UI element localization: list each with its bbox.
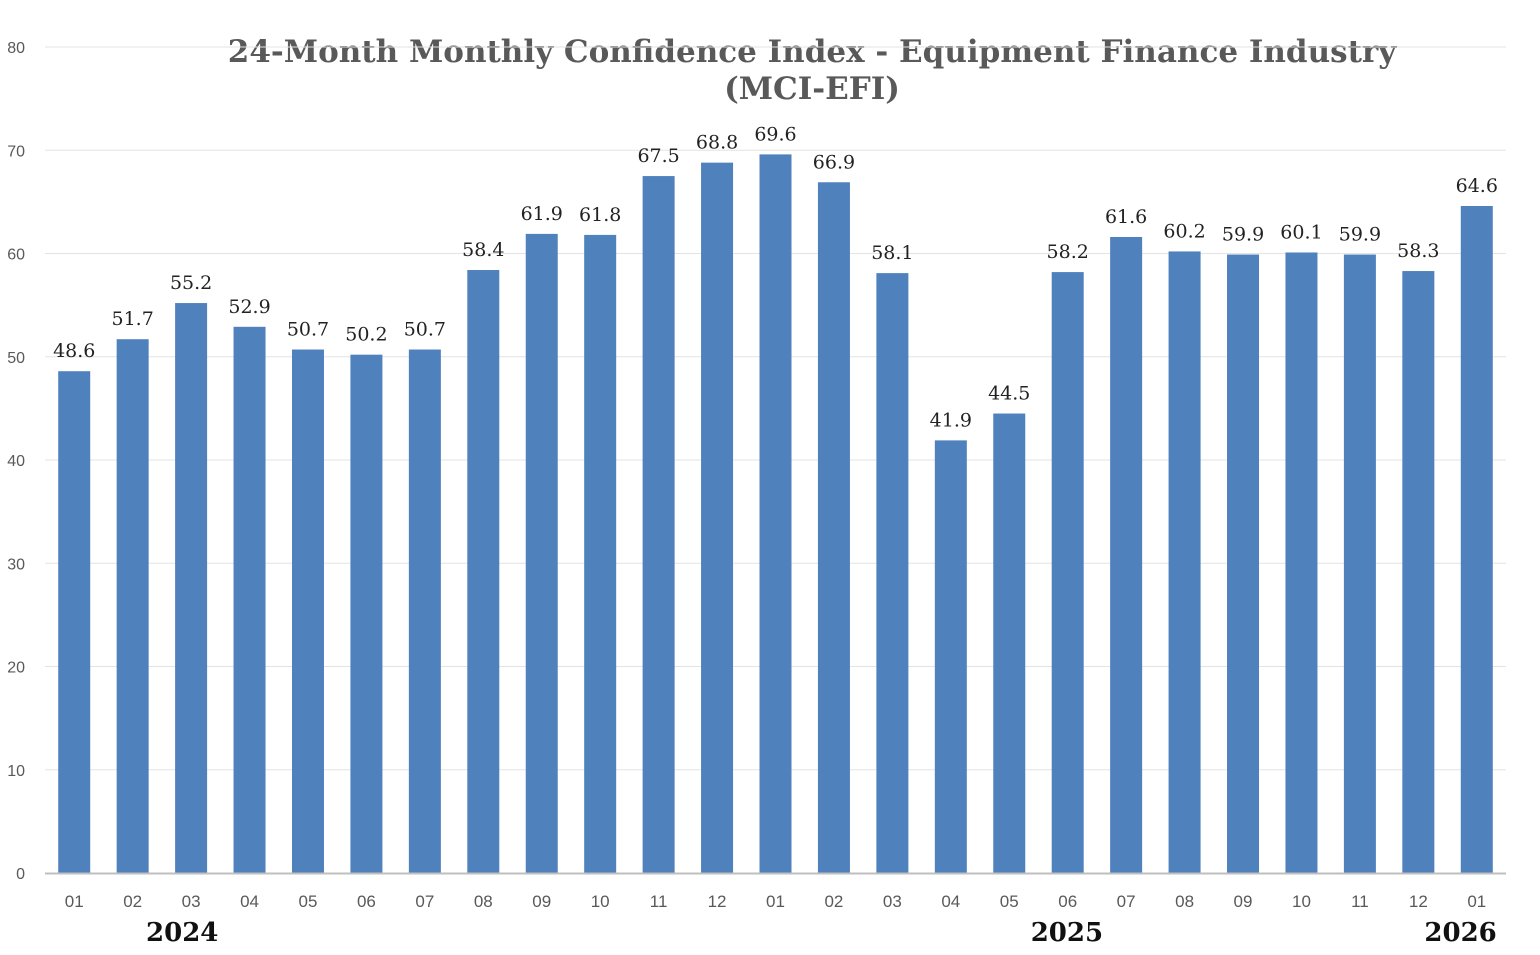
bar bbox=[642, 176, 675, 873]
x-tick-label: 03 bbox=[883, 892, 902, 911]
data-label: 58.4 bbox=[462, 239, 504, 261]
x-tick-label: 03 bbox=[182, 892, 201, 911]
x-tick-label: 11 bbox=[650, 892, 668, 911]
x-tick-label: 05 bbox=[299, 892, 318, 911]
x-tick-label: 02 bbox=[824, 892, 843, 911]
bar bbox=[58, 371, 91, 873]
data-label: 58.2 bbox=[1047, 241, 1089, 263]
data-label: 50.7 bbox=[287, 319, 329, 341]
bar bbox=[876, 273, 909, 873]
year-labels: 2024 2025 2026 bbox=[146, 918, 1497, 948]
data-labels: 48.6 51.7 55.2 52.9 50.7 50.2 50.7 58.4 61.9 61.8… bbox=[53, 123, 1498, 431]
x-tick-label: 12 bbox=[1409, 892, 1428, 911]
x-tick-label: 02 bbox=[123, 892, 142, 911]
year-label: 2024 bbox=[146, 918, 218, 948]
x-tick-label: 01 bbox=[1467, 892, 1486, 911]
y-axis-ticks: 0 10 20 30 40 50 60 70 80 bbox=[7, 40, 25, 883]
data-label: 59.9 bbox=[1222, 224, 1264, 246]
bars bbox=[58, 154, 1493, 874]
y-tick-label: 20 bbox=[7, 660, 25, 677]
x-axis-ticks: 01 02 03 04 05 06 07 08 09 10 11 12 01 02 03 04 05 06 07 08… bbox=[65, 892, 1486, 911]
x-tick-label: 04 bbox=[240, 892, 259, 911]
bar bbox=[1402, 271, 1435, 873]
bar bbox=[116, 339, 149, 873]
data-label: 68.8 bbox=[696, 132, 738, 154]
data-label: 67.5 bbox=[637, 145, 679, 167]
year-label: 2025 bbox=[1031, 918, 1103, 948]
y-tick-label: 0 bbox=[16, 866, 25, 883]
y-tick-label: 60 bbox=[7, 247, 25, 264]
data-label: 60.2 bbox=[1163, 220, 1205, 242]
bar bbox=[291, 349, 324, 874]
data-label: 41.9 bbox=[930, 409, 972, 431]
x-tick-label: 10 bbox=[591, 892, 610, 911]
y-tick-label: 30 bbox=[7, 556, 25, 573]
bar bbox=[584, 234, 617, 874]
data-label: 69.6 bbox=[754, 123, 796, 145]
bar bbox=[1285, 252, 1318, 873]
data-label: 48.6 bbox=[53, 340, 95, 362]
x-tick-label: 01 bbox=[65, 892, 84, 911]
x-tick-label: 05 bbox=[1000, 892, 1019, 911]
x-tick-label: 09 bbox=[532, 892, 551, 911]
bar bbox=[525, 233, 558, 873]
chart-title-line-2: (MCI-EFI) bbox=[724, 71, 900, 107]
data-label: 50.2 bbox=[345, 324, 387, 346]
bar bbox=[934, 440, 967, 873]
data-label: 61.8 bbox=[579, 204, 621, 226]
bar bbox=[1343, 254, 1376, 874]
data-label: 61.6 bbox=[1105, 206, 1147, 228]
data-label: 50.7 bbox=[404, 319, 446, 341]
bar bbox=[1168, 251, 1201, 873]
data-label: 59.9 bbox=[1339, 224, 1381, 246]
x-tick-label: 09 bbox=[1234, 892, 1253, 911]
year-label: 2026 bbox=[1424, 918, 1496, 948]
data-label: 61.9 bbox=[521, 203, 563, 225]
bar bbox=[701, 162, 734, 873]
bar bbox=[467, 270, 500, 873]
x-tick-label: 08 bbox=[1175, 892, 1194, 911]
data-label: 52.9 bbox=[228, 296, 270, 318]
chart-title-line-1: 24-Month Monthly Confidence Index - Equi… bbox=[227, 34, 1397, 70]
x-tick-label: 07 bbox=[1117, 892, 1136, 911]
bar bbox=[817, 182, 850, 873]
bar bbox=[1051, 272, 1084, 874]
bar bbox=[1460, 206, 1493, 873]
data-label: 60.1 bbox=[1280, 221, 1322, 243]
y-tick-label: 10 bbox=[7, 763, 25, 780]
y-tick-label: 40 bbox=[7, 453, 25, 470]
x-tick-label: 06 bbox=[357, 892, 376, 911]
x-tick-label: 07 bbox=[415, 892, 434, 911]
bar bbox=[1110, 236, 1143, 874]
data-label: 64.6 bbox=[1456, 175, 1498, 197]
x-tick-label: 11 bbox=[1351, 892, 1369, 911]
x-tick-label: 04 bbox=[941, 892, 960, 911]
bar bbox=[233, 326, 266, 873]
bar bbox=[759, 154, 792, 873]
y-tick-label: 80 bbox=[7, 40, 25, 57]
y-tick-label: 70 bbox=[7, 143, 25, 160]
bar bbox=[993, 413, 1026, 873]
data-label: 66.9 bbox=[813, 151, 855, 173]
bar bbox=[1227, 254, 1260, 874]
y-tick-label: 50 bbox=[7, 350, 25, 367]
bar bbox=[350, 354, 383, 873]
data-label: 51.7 bbox=[112, 308, 154, 330]
data-label: 58.3 bbox=[1397, 240, 1439, 262]
x-tick-label: 12 bbox=[708, 892, 727, 911]
data-label: 58.1 bbox=[871, 242, 913, 264]
data-label: 44.5 bbox=[988, 383, 1030, 405]
x-tick-label: 01 bbox=[766, 892, 785, 911]
bar bbox=[175, 303, 208, 873]
x-tick-label: 10 bbox=[1292, 892, 1311, 911]
x-tick-label: 08 bbox=[474, 892, 493, 911]
bar bbox=[408, 349, 441, 874]
data-label: 55.2 bbox=[170, 272, 212, 294]
x-tick-label: 06 bbox=[1058, 892, 1077, 911]
